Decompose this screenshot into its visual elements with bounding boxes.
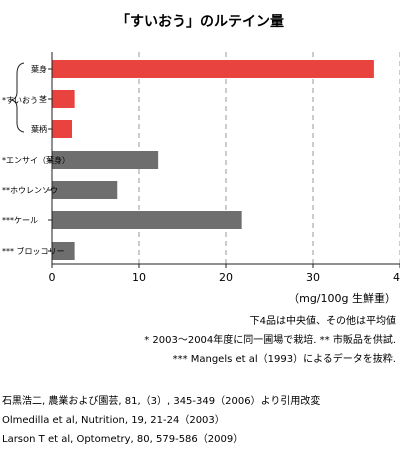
category-label: **ホウレンソウ — [2, 186, 58, 195]
x-tick-label: 0 — [49, 271, 56, 284]
category-label: 葉身 — [31, 64, 47, 74]
chart-title: 「すいおう」のルテイン量 — [116, 13, 284, 30]
x-tick-label: 30 — [306, 271, 320, 284]
group-label-suiou: *すいおう — [2, 96, 38, 105]
x-axis-label: （mg/100g 生鮮重） — [288, 291, 396, 305]
bar-6 — [52, 242, 75, 260]
category-label: 葉柄 — [31, 124, 47, 134]
category-label: 茎 — [39, 94, 47, 104]
bar-5 — [52, 211, 242, 229]
group-brace — [10, 62, 25, 133]
bar-2 — [52, 120, 73, 138]
gridlines — [48, 52, 400, 268]
bar-1 — [52, 90, 75, 108]
note-cultivation: * 2003～2004年度に同一圃場で栽培. ** 市販品を供試. — [144, 333, 396, 346]
category-label: *エンサイ（葉身） — [2, 155, 70, 165]
bars — [52, 60, 374, 260]
category-label: *** ブロッコリー — [2, 246, 65, 256]
x-tick-labels: 0 10 20 30 40 — [49, 271, 400, 284]
note-median-mean: 下4品は中央値、その他は平均値 — [250, 314, 396, 327]
category-label: ***ケール — [2, 216, 38, 225]
x-tick-label: 10 — [132, 271, 146, 284]
reference-larson: Larson T et al, Optometry, 80, 579-586（2… — [2, 433, 243, 445]
bar-0 — [52, 60, 374, 78]
bar-4 — [52, 181, 118, 199]
x-tick-label: 20 — [219, 271, 233, 284]
bar-3 — [52, 151, 159, 169]
reference-olmedilla: Olmedilla et al, Nutrition, 19, 21-24（20… — [2, 414, 225, 426]
note-mangels: *** Mangels et al（1993）によるデータを抜粋. — [173, 352, 396, 365]
reference-ishiguro: 石黒浩二, 農業および園芸, 81,（3）, 345-349（2006）より引用… — [2, 394, 320, 407]
x-tick-label: 40 — [393, 271, 400, 284]
